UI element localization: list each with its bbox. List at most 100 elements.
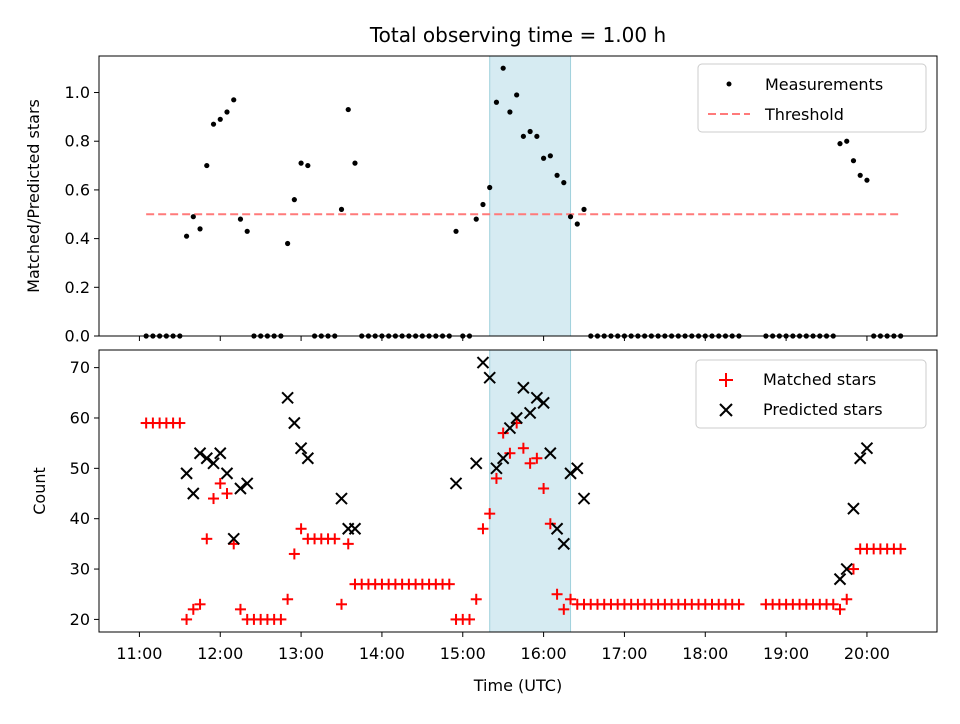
measurement-point	[231, 97, 237, 103]
matched-point	[275, 613, 287, 625]
bottom-y-tick-label: 60	[70, 408, 90, 427]
matched-point	[504, 447, 516, 459]
measurement-point	[204, 162, 210, 169]
matched-point	[201, 533, 213, 545]
matched-point	[174, 417, 186, 429]
predicted-point	[860, 441, 874, 455]
bottom-x-ticks: 11:00 12:00 13:00 14:00 15:00 16:00 17:00 18:00…	[116, 632, 890, 663]
predicted-point	[853, 452, 867, 465]
legend-predicted-marker	[719, 403, 733, 417]
bottom-plot-frame	[98, 349, 938, 633]
top-plot-frame	[98, 55, 938, 337]
measurement-point	[352, 160, 358, 166]
measurement-point	[527, 128, 533, 135]
matched-point	[336, 598, 348, 610]
predicted-point	[348, 522, 362, 535]
matched-point	[194, 598, 206, 610]
measurement-point	[561, 180, 567, 186]
predicted-point	[833, 572, 847, 586]
top-y-tick-label: 1.0	[65, 83, 90, 102]
x-tick-label: 18:00	[682, 644, 728, 663]
predicted-point	[193, 447, 207, 460]
bottom-y-axis-label: Count	[30, 467, 49, 515]
measurement-point	[581, 206, 587, 212]
x-tick-label: 16:00	[521, 644, 567, 663]
measurement-point	[493, 99, 500, 105]
matched-point	[282, 593, 294, 605]
predicted-point	[840, 562, 853, 576]
predicted-point	[294, 441, 308, 455]
bottom-y-tick-label: 50	[70, 459, 90, 478]
measurement-point	[197, 226, 203, 232]
matched-point	[531, 452, 543, 464]
matched-point	[208, 493, 220, 505]
measurement-point	[473, 216, 479, 222]
matched-point	[329, 533, 341, 545]
matched-point	[565, 593, 577, 605]
top-y-tick-label: 0.2	[65, 278, 90, 297]
predicted-point	[281, 391, 294, 405]
x-tick-label: 14:00	[359, 644, 405, 663]
x-axis-label: Time (UTC)	[473, 676, 562, 695]
matched-point	[497, 427, 509, 439]
bottom-y-tick-label: 20	[70, 610, 90, 629]
bottom-y-tick-label: 70	[70, 358, 90, 377]
matched-point	[841, 593, 853, 605]
legend-matched-marker	[719, 373, 733, 387]
matched-point	[827, 598, 839, 610]
bottom-y-ticks: 20 30 40 50 60 70	[70, 358, 99, 629]
predicted-point	[557, 537, 571, 551]
measurement-point	[864, 177, 870, 183]
matched-point	[544, 518, 556, 530]
matched-point	[484, 508, 496, 520]
legend-measurement-marker	[726, 81, 732, 87]
top-highlight-band	[489, 55, 572, 337]
predicted-point	[449, 477, 463, 490]
measurement-point	[540, 155, 547, 161]
matched-point	[342, 538, 354, 550]
matched-point	[538, 482, 550, 494]
bottom-panel: 20 30 40 50 60 70 11:00 12:00 13:00 14:00 15:00 16…	[30, 349, 938, 695]
measurement-point	[190, 214, 196, 220]
matched-point	[234, 603, 246, 615]
predicted-point	[571, 462, 584, 475]
predicted-point	[550, 522, 564, 535]
predicted-point	[301, 452, 315, 465]
x-tick-label: 12:00	[197, 644, 243, 663]
matched-point	[463, 613, 475, 625]
predicted-point	[530, 391, 544, 405]
top-legend-box	[697, 63, 927, 133]
legend-matched-label: Matched stars	[763, 370, 876, 389]
matched-point	[295, 523, 307, 535]
x-tick-label: 19:00	[763, 644, 809, 663]
predicted-point	[483, 371, 496, 384]
predicted-point	[503, 421, 517, 435]
top-y-tick-label: 0.0	[65, 327, 90, 346]
predicted-point	[227, 532, 240, 546]
measurement-point	[453, 228, 459, 234]
predicted-point	[564, 467, 577, 480]
measurement-point	[224, 109, 230, 115]
measurement-point	[547, 153, 553, 159]
predicted-point	[200, 452, 213, 465]
top-panel: 0.0 0.2 0.4 0.6 0.8 1.0 Matched/Predicted sta…	[24, 55, 938, 346]
predicted-point	[234, 482, 247, 495]
top-y-axis-label: Matched/Predicted stars	[24, 99, 43, 293]
matched-point	[288, 548, 300, 560]
measurement-point	[507, 109, 513, 115]
matched-point	[214, 477, 226, 489]
predicted-point	[180, 467, 193, 480]
predicted-point	[517, 381, 530, 394]
matched-point	[187, 603, 199, 615]
measurement-point	[534, 133, 540, 139]
predicted-point	[240, 477, 254, 490]
predicted-point	[335, 492, 348, 505]
x-tick-label: 11:00	[116, 644, 162, 663]
predicted-point	[470, 457, 483, 470]
measurement-point	[285, 240, 291, 247]
top-y-tick-label: 0.6	[65, 180, 90, 199]
matched-point	[733, 598, 745, 610]
measurement-point	[844, 138, 850, 144]
measurement-point	[338, 206, 345, 212]
